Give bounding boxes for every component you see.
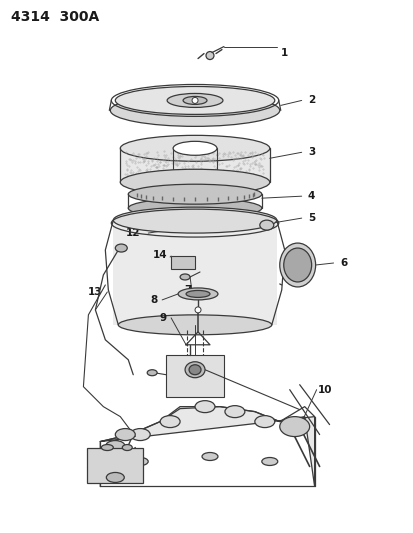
Text: 11: 11 [88,477,102,487]
Ellipse shape [105,441,125,453]
Ellipse shape [160,416,180,427]
Text: 12: 12 [126,228,140,238]
Ellipse shape [101,445,113,450]
Ellipse shape [283,248,311,282]
Ellipse shape [110,94,279,126]
Ellipse shape [120,135,269,161]
Ellipse shape [189,365,201,375]
Text: 10: 10 [317,385,331,394]
Text: 2: 2 [307,95,315,106]
Ellipse shape [178,288,217,300]
Text: 3: 3 [307,147,315,157]
Ellipse shape [202,453,217,461]
Circle shape [195,307,201,313]
Ellipse shape [180,274,190,280]
Text: 14: 14 [152,250,167,260]
Ellipse shape [195,401,214,413]
Ellipse shape [115,244,127,252]
Ellipse shape [185,362,204,378]
Ellipse shape [261,457,277,465]
Bar [171,256,195,269]
Text: 9: 9 [159,313,166,323]
Ellipse shape [130,429,150,441]
Ellipse shape [173,141,216,155]
Ellipse shape [173,175,216,189]
Ellipse shape [259,220,273,230]
Bar [166,355,223,397]
Ellipse shape [224,406,244,417]
Ellipse shape [118,315,271,335]
Ellipse shape [115,86,274,115]
Ellipse shape [122,445,132,450]
Text: 8: 8 [150,295,157,305]
Ellipse shape [167,93,223,108]
Text: 4: 4 [307,191,315,201]
Bar [120,148,269,182]
Ellipse shape [279,417,309,437]
Ellipse shape [132,457,148,465]
Text: 7: 7 [184,285,191,295]
Text: 4314  300A: 4314 300A [11,10,99,23]
Circle shape [206,52,214,60]
Text: 1: 1 [280,47,288,58]
Circle shape [192,98,197,103]
Ellipse shape [183,96,206,104]
Ellipse shape [279,243,315,287]
Text: 5: 5 [307,213,315,223]
Ellipse shape [106,472,124,482]
Ellipse shape [115,429,135,441]
Bar [87,448,143,483]
Ellipse shape [113,207,276,233]
Text: 13: 13 [88,287,102,297]
Text: 6: 6 [339,258,347,268]
Ellipse shape [128,198,261,218]
Ellipse shape [120,169,269,195]
Ellipse shape [185,290,209,297]
Ellipse shape [128,184,261,204]
Bar [113,220,276,325]
Ellipse shape [254,416,274,427]
Polygon shape [100,407,314,487]
Ellipse shape [147,370,157,376]
